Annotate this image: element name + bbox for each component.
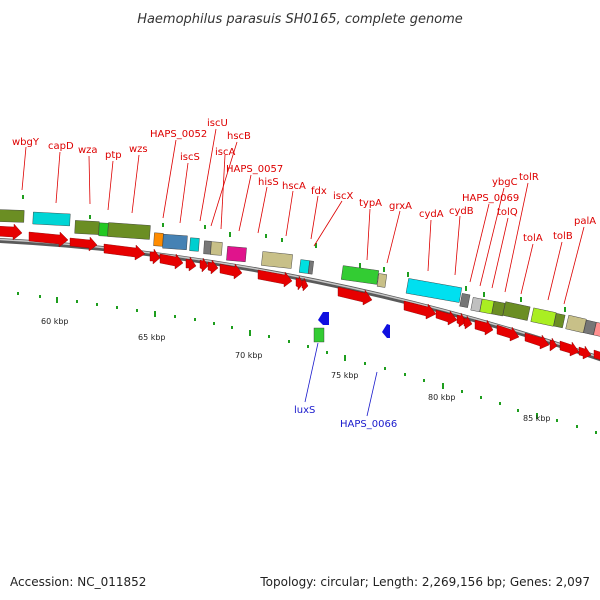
gene-label-tolB: tolB xyxy=(553,231,573,242)
genome-backbone xyxy=(0,238,600,362)
feature-boxes xyxy=(0,209,600,337)
luxS-arrow xyxy=(318,312,329,325)
gene-label-wza: wza xyxy=(78,145,98,156)
gene-label-HAPS_0052: HAPS_0052 xyxy=(150,129,207,140)
topology-summary: Topology: circular; Length: 2,269,156 bp… xyxy=(259,575,590,589)
gene-label-hscB: hscB xyxy=(227,131,251,142)
gene-label-HAPS_0069: HAPS_0069 xyxy=(462,193,519,204)
gene-label-HAPS_0057: HAPS_0057 xyxy=(226,164,283,175)
gene-label-luxS: luxS xyxy=(294,405,315,416)
gene-label-HAPS_0066: HAPS_0066 xyxy=(340,419,397,430)
gene-label-iscU: iscU xyxy=(207,118,228,129)
reverse-gene-labels: luxS HAPS_0066 xyxy=(294,405,397,430)
gene-label-tolR: tolR xyxy=(519,172,539,183)
gene-label-tolQ: tolQ xyxy=(497,207,518,218)
gene-label-iscA: iscA xyxy=(215,147,235,158)
reverse-leader-lines xyxy=(304,342,378,417)
accession-text: Accession: NC_011852 xyxy=(10,575,146,589)
scale-label-85kbp: 85 kbp xyxy=(523,414,551,423)
gene-label-ptp: ptp xyxy=(105,150,122,161)
gene-label-hscA: hscA xyxy=(282,181,306,192)
gene-label-iscS: iscS xyxy=(180,152,200,163)
scale-label-80kbp: 80 kbp xyxy=(428,393,456,402)
gene-label-cydB: cydB xyxy=(449,206,474,217)
gene-label-wzs: wzs xyxy=(129,144,148,155)
HAPS_0066-arrow xyxy=(382,324,390,338)
gene-label-ybgC: ybgC xyxy=(492,177,518,188)
scale-label-65kbp: 65 kbp xyxy=(138,333,166,342)
gene-label-hisS: hisS xyxy=(258,177,279,188)
gene-label-typA: typA xyxy=(359,198,382,209)
scale-ruler xyxy=(17,292,597,434)
scale-label-75kbp: 75 kbp xyxy=(331,371,359,380)
leader-lines xyxy=(21,128,585,305)
map-title: Haemophilus parasuis SH0165, complete ge… xyxy=(137,12,463,27)
gene-label-cydA: cydA xyxy=(419,209,444,220)
gene-label-palA: palA xyxy=(574,216,596,227)
gene-label-grxA: grxA xyxy=(389,201,412,212)
gene-label-fdx: fdx xyxy=(311,186,327,197)
forward-gene-labels: wbgY capD wza ptp wzs HAPS_0052 iscU isc… xyxy=(12,118,596,244)
scale-label-60kbp: 60 kbp xyxy=(41,317,69,326)
forward-arrows xyxy=(0,223,600,360)
backbone-ticks xyxy=(22,195,566,312)
gene-label-tolA: tolA xyxy=(523,233,543,244)
gene-label-iscX: iscX xyxy=(333,191,353,202)
luxS-box xyxy=(313,327,325,343)
gene-label-capD: capD xyxy=(48,141,74,152)
reverse-features xyxy=(313,312,390,343)
scale-label-70kbp: 70 kbp xyxy=(235,351,263,360)
gene-label-wbgY: wbgY xyxy=(12,137,40,148)
